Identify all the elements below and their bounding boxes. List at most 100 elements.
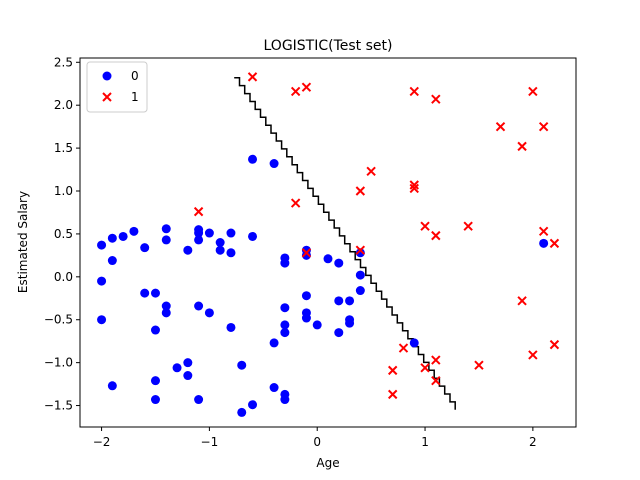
point-class-1 (538, 121, 549, 132)
point-class-0 (161, 224, 171, 234)
point-class-1 (387, 389, 398, 400)
point-class-0 (323, 254, 333, 264)
point-class-0 (334, 296, 344, 306)
legend: 01 (86, 61, 148, 113)
point-class-1 (301, 248, 312, 258)
point-class-1 (409, 86, 419, 97)
point-class-1 (420, 363, 430, 373)
point-class-0 (140, 288, 150, 298)
point-class-1 (290, 198, 301, 208)
point-class-0 (301, 250, 311, 260)
point-class-1 (549, 339, 560, 350)
point-class-0 (183, 371, 193, 381)
point-class-0 (226, 322, 236, 332)
legend-box (86, 61, 148, 113)
point-class-1 (355, 245, 366, 255)
y-tick-label: −1.5 (44, 399, 73, 413)
point-class-0 (150, 395, 160, 405)
point-class-0 (107, 381, 117, 391)
point-class-0 (345, 296, 355, 306)
y-tick-label: 2.5 (54, 55, 73, 69)
point-class-0 (97, 315, 107, 325)
point-class-0 (204, 228, 214, 238)
point-class-0 (183, 358, 193, 368)
point-class-0 (280, 303, 290, 313)
point-class-0 (280, 320, 290, 330)
point-class-1 (366, 166, 376, 176)
point-class-0 (248, 231, 258, 241)
point-class-1 (398, 343, 409, 353)
point-class-0 (345, 318, 355, 328)
point-class-0 (355, 270, 365, 280)
point-class-0 (97, 240, 107, 250)
point-class-1 (538, 226, 549, 237)
point-class-0 (237, 360, 247, 370)
point-class-0 (312, 320, 322, 330)
point-class-0 (334, 328, 344, 338)
x-tick-label: 2 (529, 435, 537, 449)
x-axis-label: Age (316, 456, 339, 470)
legend-marker-0 (102, 71, 112, 81)
point-class-0 (248, 400, 258, 410)
point-class-0 (269, 159, 279, 169)
point-class-0 (334, 258, 344, 268)
point-class-0 (161, 301, 171, 311)
point-class-1 (463, 221, 473, 231)
point-class-0 (237, 407, 247, 417)
x-tick-label: −1 (201, 435, 219, 449)
x-tick-label: 0 (313, 435, 321, 449)
point-class-0 (140, 243, 150, 253)
point-class-1 (431, 355, 441, 365)
point-class-0 (161, 235, 171, 245)
point-class-0 (215, 238, 225, 247)
decision-boundary-line (234, 76, 456, 410)
point-class-1 (517, 296, 527, 306)
point-class-0 (129, 226, 139, 236)
point-class-1 (409, 183, 419, 194)
legend-marker-1 (102, 92, 112, 102)
legend-label-1: 1 (131, 90, 139, 104)
point-class-0 (301, 313, 311, 323)
point-class-0 (409, 338, 419, 348)
point-class-1 (290, 86, 301, 97)
point-class-1 (431, 230, 441, 241)
legend-label-0: 0 (131, 69, 139, 83)
point-class-0 (355, 248, 365, 258)
point-class-1 (528, 350, 538, 360)
decision-boundary (234, 76, 456, 410)
point-class-1 (387, 365, 398, 376)
x-tick-label: −2 (93, 435, 111, 449)
point-class-0 (301, 291, 311, 301)
point-class-0 (150, 376, 160, 386)
y-tick-label: 2.0 (54, 98, 73, 112)
point-class-0 (280, 328, 290, 338)
point-class-1 (193, 206, 204, 217)
point-class-0 (107, 233, 117, 243)
data-points (97, 72, 560, 417)
point-class-0 (97, 276, 107, 286)
y-tick-label: 0.5 (54, 227, 73, 241)
axes-frame (79, 57, 577, 428)
point-class-1 (431, 375, 441, 386)
point-class-0 (194, 235, 204, 245)
point-class-1 (474, 360, 484, 370)
point-class-1 (409, 180, 419, 190)
y-tick-label: 1.0 (54, 184, 73, 198)
y-tick-label: −0.5 (44, 313, 73, 327)
y-axis-ticks: −1.5 −1.0 −0.5 0.0 0.5 1.0 1.5 2.0 2.5 (44, 55, 80, 413)
y-tick-label: −1.0 (44, 356, 73, 370)
point-class-1 (301, 82, 312, 92)
point-class-1 (549, 238, 560, 249)
point-class-0 (161, 308, 171, 318)
point-class-0 (194, 395, 204, 405)
point-class-1 (495, 121, 506, 132)
y-axis-label: Estimated Salary (16, 191, 30, 293)
point-class-0 (183, 245, 193, 255)
point-class-0 (355, 286, 365, 296)
point-class-0 (269, 338, 279, 348)
point-class-0 (248, 154, 258, 164)
point-class-1 (528, 86, 538, 97)
series-1 (193, 72, 560, 400)
y-tick-label: 0.0 (54, 270, 73, 284)
